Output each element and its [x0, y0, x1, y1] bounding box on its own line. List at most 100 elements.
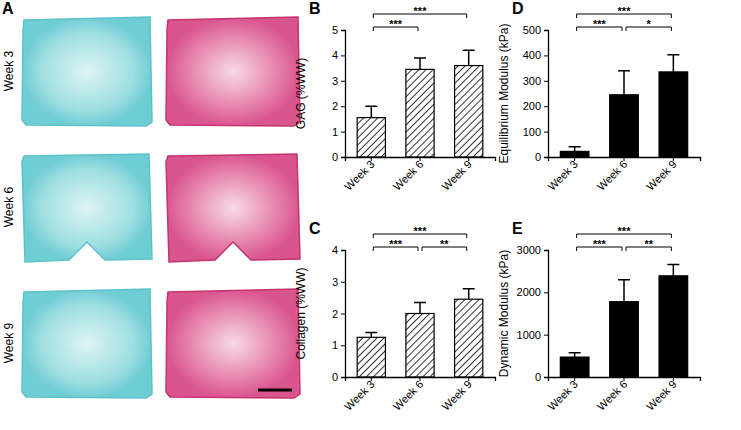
y-tick: 1	[332, 339, 345, 351]
error-bar	[618, 280, 630, 302]
panel-label: C	[309, 220, 321, 237]
bar	[406, 69, 434, 157]
y-tick: 500	[523, 24, 548, 36]
tick-mark	[341, 55, 345, 56]
tick-mark	[544, 250, 548, 251]
y-tick: 200	[523, 100, 548, 112]
significance-label: **	[644, 238, 653, 250]
tick-mark	[341, 314, 345, 315]
y-axis-title: GAG (%WW)	[294, 58, 308, 129]
image-panel: AWeek 3Week 6Week 9	[2, 0, 300, 398]
y-axis: 012345	[332, 24, 346, 163]
bar	[455, 66, 483, 157]
chart: 0100200300400500Week 3Week 6Week 9Equili…	[497, 0, 701, 193]
tick-label: 100	[523, 126, 541, 138]
tick-mark	[544, 335, 548, 336]
tick-mark	[341, 30, 345, 31]
tissue-image	[22, 154, 152, 262]
x-axis: Week 3Week 6Week 9	[545, 377, 700, 413]
row-label: Week 9	[2, 322, 16, 363]
panel-label: D	[512, 0, 524, 17]
significance-label: **	[440, 238, 449, 250]
tick-mark	[624, 157, 625, 161]
tick-label: Week 9	[644, 158, 679, 193]
y-tick: 3	[332, 276, 345, 288]
panel-label: B	[309, 0, 321, 17]
error-bar	[365, 106, 377, 117]
x-tick: Week 9	[439, 157, 474, 193]
tick-mark	[673, 377, 674, 381]
tick-mark	[341, 132, 345, 133]
x-axis: Week 3Week 6Week 9	[342, 377, 496, 413]
x-tick: Week 6	[391, 377, 426, 413]
significance-label: ***	[618, 225, 632, 237]
chart: 01234Week 3Week 6Week 9Collagen (%WW)C**…	[294, 220, 496, 413]
y-tick: 5	[332, 24, 345, 36]
y-tick: 4	[332, 49, 345, 61]
bar	[406, 314, 434, 378]
tick-label: Week 6	[391, 158, 426, 193]
significance-label: ***	[414, 5, 428, 17]
row-label: Week 6	[2, 186, 16, 227]
x-tick: Week 9	[644, 377, 679, 413]
bar	[560, 151, 589, 157]
tick-label: Week 6	[595, 158, 630, 193]
axis-line	[544, 251, 549, 378]
significance-label: ***	[593, 18, 607, 30]
tick-mark	[544, 55, 548, 56]
tick-label: 300	[523, 75, 541, 87]
axis-line	[544, 31, 549, 158]
significance-label: ***	[389, 238, 403, 250]
tick-mark	[371, 157, 372, 161]
tick-mark	[341, 377, 345, 378]
significance-label: ***	[593, 238, 607, 250]
plot-area	[357, 50, 483, 157]
x-tick: Week 6	[595, 377, 630, 413]
plot-area	[357, 289, 483, 377]
y-tick: 2	[332, 308, 345, 320]
tick-mark	[673, 157, 674, 161]
chart: 0100020003000Week 3Week 6Week 9Dynamic M…	[497, 220, 701, 413]
axis-line	[341, 251, 346, 378]
significance-label: *	[647, 18, 652, 30]
tick-mark	[341, 157, 345, 158]
tick-mark	[341, 282, 345, 283]
significance-label: ***	[618, 5, 632, 17]
tick-label: 1	[332, 339, 338, 351]
tick-mark	[341, 250, 345, 251]
tick-label: 2	[332, 100, 338, 112]
y-tick: 4	[332, 244, 345, 256]
y-tick: 3	[332, 75, 345, 87]
tick-label: 4	[332, 244, 338, 256]
tick-label: 3	[332, 75, 338, 87]
y-axis: 0 1 2 3 4	[332, 244, 346, 383]
tick-mark	[544, 106, 548, 107]
tissue-image	[22, 289, 152, 398]
tick-label: Week 6	[595, 378, 630, 413]
tick-label: Week 9	[439, 158, 474, 193]
tick-label: 0	[332, 151, 338, 163]
tick-mark	[544, 157, 548, 158]
tick-label: 0	[535, 151, 541, 163]
tissue-image	[166, 17, 300, 126]
x-axis: Week 3Week 6Week 9	[342, 157, 496, 193]
y-tick: 300	[523, 75, 548, 87]
error-bar	[618, 71, 630, 95]
y-tick: 3000	[517, 244, 548, 256]
significance-label: ***	[389, 18, 403, 30]
tick-mark	[341, 106, 345, 107]
tissue-image	[22, 17, 152, 126]
x-axis: Week 3Week 6Week 9	[545, 157, 700, 193]
tick-label: 1000	[517, 329, 541, 341]
error-bar	[463, 289, 475, 299]
error-bar	[463, 50, 475, 65]
tick-label: 500	[523, 24, 541, 36]
x-tick: Week 9	[644, 157, 679, 193]
y-axis-title: Dynamic Modulus (kPa)	[497, 250, 511, 377]
x-tick: Week 3	[342, 377, 377, 413]
bar	[455, 299, 483, 377]
bar	[659, 276, 688, 377]
y-tick: 0	[332, 371, 345, 383]
error-bar	[414, 58, 426, 69]
tick-mark	[420, 377, 421, 381]
